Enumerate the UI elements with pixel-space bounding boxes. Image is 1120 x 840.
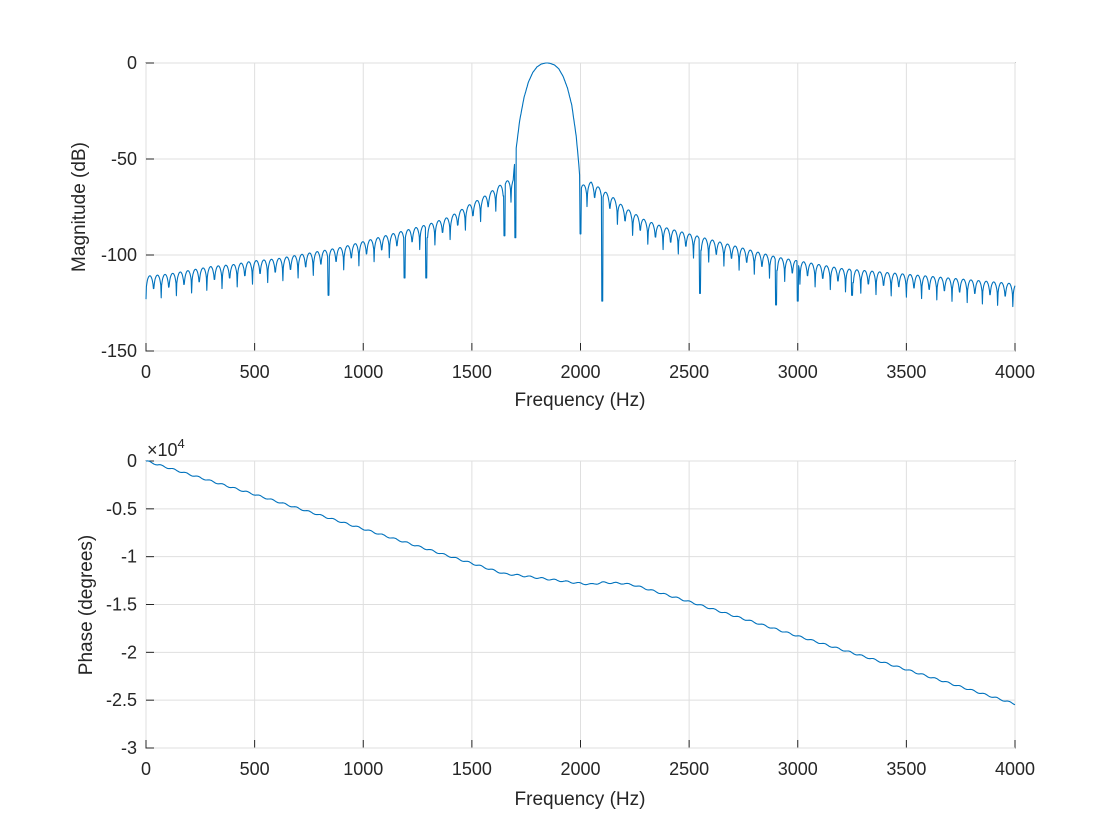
phase-y-tick-label: -2 — [121, 642, 137, 662]
magnitude-y-axis-label: Magnitude (dB) — [69, 142, 90, 272]
magnitude-y-tick-label: -50 — [111, 149, 137, 169]
magnitude-x-tick-label: 4000 — [995, 362, 1035, 382]
magnitude-y-tick-label: -100 — [101, 245, 137, 265]
phase-x-tick-label: 3000 — [778, 759, 818, 779]
phase-y-axis-label: Phase (degrees) — [76, 535, 97, 675]
phase-x-tick-label: 500 — [240, 759, 270, 779]
phase-y-tick-label: -3 — [121, 738, 137, 758]
magnitude-x-tick-label: 3500 — [886, 362, 926, 382]
phase-x-tick-label: 4000 — [995, 759, 1035, 779]
magnitude-x-tick-label: 0 — [141, 362, 151, 382]
magnitude-y-tick-label: -150 — [101, 341, 137, 361]
phase-x-tick-label: 1000 — [343, 759, 383, 779]
phase-series-line — [145, 460, 1016, 706]
phase-plot: 0 500 1000 1500 2000 2500 3000 3500 4000 0 -0.5 -1 -… — [76, 436, 1035, 810]
phase-y-tick-label: -0.5 — [106, 499, 137, 519]
magnitude-plot: 0 500 1000 1500 2000 2500 3000 3500 4000 0 -50 -100… — [69, 53, 1035, 411]
magnitude-x-tick-label: 2500 — [669, 362, 709, 382]
magnitude-tick-labels: 0 500 1000 1500 2000 2500 3000 3500 4000 0 -50 -100… — [101, 53, 1035, 382]
magnitude-y-tick-label: 0 — [127, 53, 137, 73]
phase-x-tick-label: 0 — [141, 759, 151, 779]
phase-scale-multiplier: ×104 — [147, 436, 185, 460]
magnitude-series-line — [145, 62, 1016, 308]
phase-tick-labels: 0 500 1000 1500 2000 2500 3000 3500 4000 0 -0.5 -1 -… — [106, 451, 1035, 779]
magnitude-x-tick-label: 1500 — [452, 362, 492, 382]
magnitude-x-tick-label: 2000 — [560, 362, 600, 382]
phase-y-tick-label: 0 — [127, 451, 137, 471]
phase-grid — [145, 460, 1016, 749]
magnitude-x-tick-label: 1000 — [343, 362, 383, 382]
phase-x-tick-label: 3500 — [886, 759, 926, 779]
phase-x-tick-label: 2500 — [669, 759, 709, 779]
magnitude-grid — [145, 62, 1016, 352]
phase-x-axis-label: Frequency (Hz) — [515, 789, 646, 810]
magnitude-x-tick-label: 500 — [240, 362, 270, 382]
magnitude-x-axis-label: Frequency (Hz) — [515, 390, 646, 411]
phase-y-tick-label: -1 — [121, 547, 137, 567]
phase-y-tick-label: -1.5 — [106, 595, 137, 615]
phase-x-tick-label: 1500 — [452, 759, 492, 779]
phase-x-tick-label: 2000 — [560, 759, 600, 779]
magnitude-x-tick-label: 3000 — [778, 362, 818, 382]
phase-y-tick-label: -2.5 — [106, 690, 137, 710]
